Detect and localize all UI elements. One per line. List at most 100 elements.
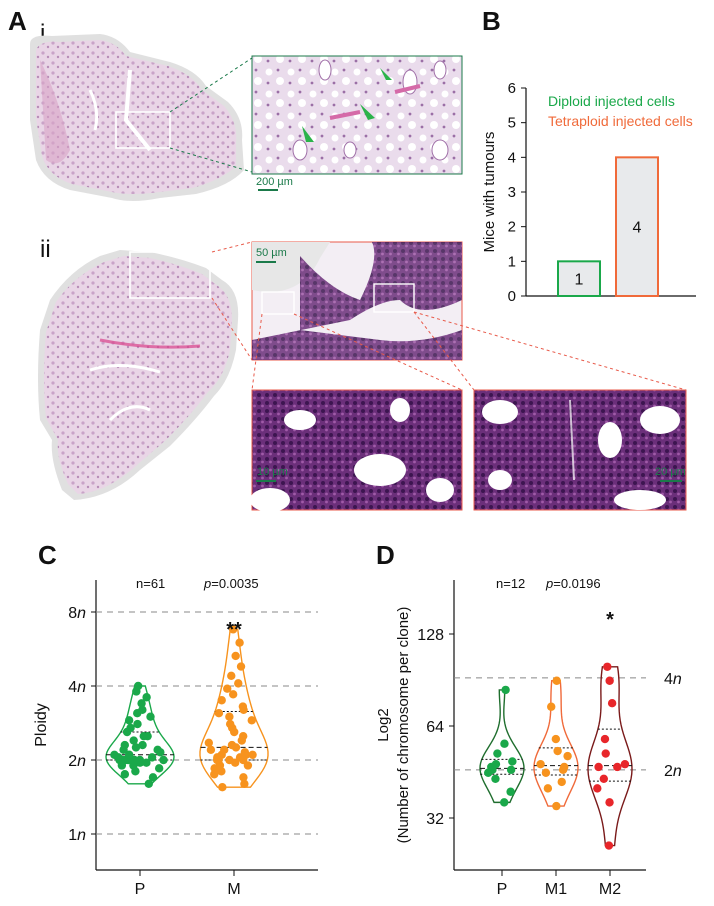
zoom-image-ii-left (250, 389, 463, 512)
data-point (133, 681, 143, 691)
panel-label-b: B (482, 6, 501, 36)
data-point (501, 685, 510, 695)
chart-b: 0 1 2 3 4 5 6 Mice with tumours 1 4 Diploid inject… (481, 80, 696, 305)
data-point (563, 751, 572, 761)
data-point (552, 801, 561, 811)
legend-entry: Diploid injected cells (548, 93, 675, 109)
data-point (243, 761, 253, 770)
y-tick-label: 128 (417, 627, 444, 644)
zoom-image-i (251, 55, 463, 191)
data-point (543, 784, 553, 793)
data-point (204, 738, 214, 747)
annotation-n: n=61 (136, 576, 165, 591)
data-point (129, 736, 138, 745)
chart-d: 32 64 128 2n 4n Log2 (Number of chromosome per… (375, 576, 682, 898)
data-point (240, 748, 250, 757)
legend-entry: Tetraploid injected cells (548, 113, 693, 129)
violin (533, 680, 579, 807)
data-point (110, 750, 119, 759)
y-tick-label: 4n (68, 679, 86, 696)
y-axis-label: Ploidy (33, 703, 50, 747)
data-point (536, 759, 545, 769)
data-point (217, 696, 226, 705)
data-point (227, 740, 237, 750)
data-point (228, 690, 238, 699)
data-point (238, 702, 248, 711)
data-point (159, 755, 168, 765)
data-point (227, 671, 236, 681)
data-point (153, 745, 162, 755)
data-point (223, 684, 232, 693)
arrow-icon (360, 104, 375, 120)
data-point (142, 693, 151, 702)
data-point (124, 750, 134, 759)
x-tick-label: M (227, 881, 240, 898)
chart-c: 1n 2n 4n 8n Ploidy n=61 p=0.0035 P M ** (33, 576, 318, 898)
bar (557, 260, 601, 297)
data-point (240, 779, 249, 789)
annotation-p: p=0.0196 (545, 576, 601, 591)
panel-label-a-ii: ii (40, 236, 51, 263)
data-point (214, 709, 224, 718)
data-point (620, 759, 630, 769)
bar (615, 156, 659, 298)
data-point (603, 662, 612, 671)
data-point (228, 625, 238, 634)
data-point (126, 723, 135, 733)
data-point (142, 758, 151, 767)
data-point (225, 719, 235, 729)
data-point (491, 774, 500, 783)
data-point (613, 762, 622, 772)
data-point (506, 765, 516, 775)
y-tick-label: 2 (508, 219, 516, 236)
lung-section-ii (38, 250, 239, 500)
scale-label-50: 50 µm (256, 247, 287, 259)
data-point (137, 699, 146, 708)
x-tick-label: P (135, 881, 146, 898)
bar-value-label: 1 (575, 272, 584, 289)
scale-label-20: 20 µm (655, 466, 686, 478)
data-point (594, 762, 603, 772)
data-point (605, 798, 614, 807)
violin (587, 666, 633, 847)
data-point (147, 753, 157, 762)
data-point (231, 651, 240, 661)
zoom-image-ii-right (473, 389, 687, 511)
histology-figure (30, 34, 687, 512)
panel-label-a-i: i (40, 20, 46, 47)
panel-label-a: A (8, 6, 27, 36)
data-point (210, 770, 219, 779)
annotation-p: p=0.0035 (203, 576, 259, 591)
data-point (138, 740, 147, 750)
data-point (557, 777, 566, 787)
x-tick-label: P (497, 881, 508, 898)
data-point (120, 770, 130, 779)
data-point (154, 764, 164, 773)
data-point (499, 798, 509, 807)
y-axis-label: Mice with tumours (481, 132, 498, 253)
data-point (547, 702, 556, 711)
data-point (225, 755, 234, 765)
data-point (604, 841, 614, 850)
data-point (248, 750, 257, 759)
panel-label-d: D (376, 540, 395, 570)
data-point (131, 743, 141, 752)
data-point (552, 676, 561, 685)
y-tick-label: 5 (508, 115, 516, 132)
data-point (600, 734, 610, 744)
zoom-image-ii (251, 241, 463, 361)
data-point (500, 739, 509, 748)
panel-label-c: C (38, 540, 57, 570)
data-point (219, 745, 229, 755)
x-tick-label: M1 (545, 881, 567, 898)
arrow-icon (380, 68, 392, 80)
data-point (148, 773, 158, 782)
data-point (493, 749, 502, 758)
data-point (560, 762, 569, 772)
data-point (541, 768, 551, 777)
data-point (599, 774, 609, 783)
y-tick-label: 8n (68, 605, 86, 622)
data-point (133, 719, 142, 729)
data-point (138, 705, 147, 715)
data-point (218, 783, 227, 792)
